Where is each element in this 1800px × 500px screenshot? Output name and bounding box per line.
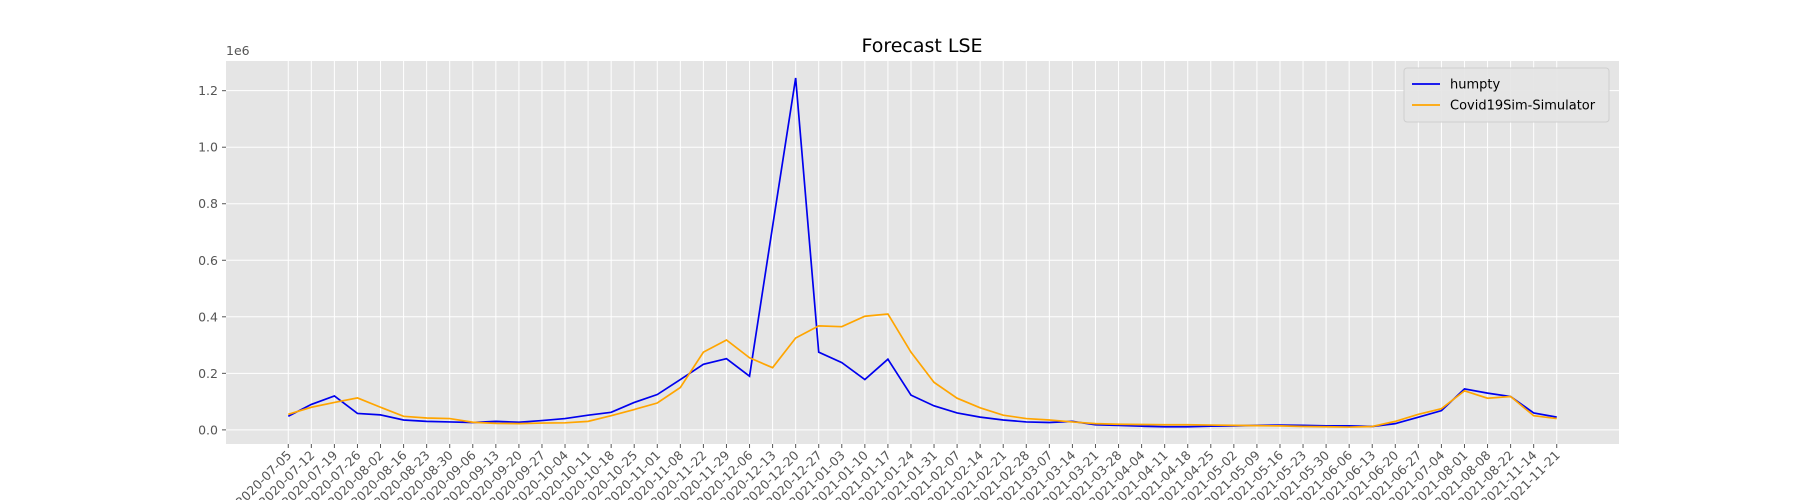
plot-area [226,61,1619,444]
series-line [287,77,1557,428]
y-tick-label: 1.2 [198,83,218,98]
y-tick-label: 0.0 [198,422,218,437]
series-line [288,313,1557,428]
legend-box [1403,67,1610,123]
y-tick-label: 0.2 [198,366,218,381]
y-tick-label: 0.4 [198,309,218,324]
y-tick-label: 1.0 [198,140,218,155]
y-tick-label: 0.6 [198,253,218,268]
legend-label: Covid19Sim-Simulator [1450,99,1596,114]
y-tick-label: 0.8 [198,196,218,211]
chart-title: Forecast LSE [861,35,982,57]
legend-label: humpty [1450,78,1500,93]
y-offset-label: 1e6 [226,43,250,58]
legend: humpty Covid19Sim-Simulator [1403,67,1610,123]
